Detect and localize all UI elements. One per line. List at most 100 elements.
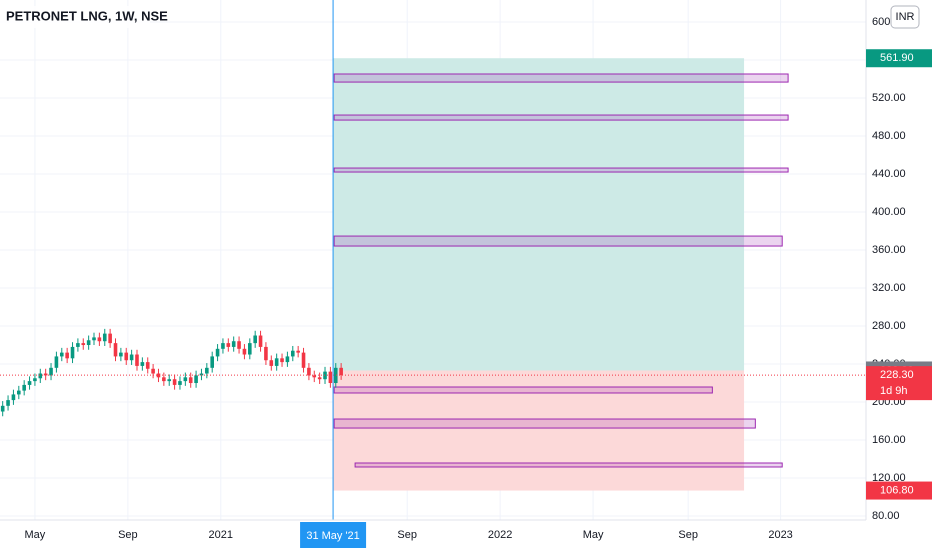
- candle-body: [317, 377, 322, 380]
- candle-body: [237, 341, 241, 349]
- candle-body: [27, 381, 32, 385]
- zone: [333, 73, 789, 83]
- candle-body: [258, 335, 263, 347]
- candle-body: [54, 356, 59, 368]
- candle-body: [307, 367, 311, 376]
- candle-body: [242, 348, 247, 355]
- zone: [333, 167, 789, 173]
- candle-body: [81, 343, 86, 346]
- candle-body: [285, 356, 290, 363]
- zone: [333, 235, 783, 247]
- chart-title: PETRONET LNG, 1W, NSE: [6, 8, 168, 23]
- candle-body: [248, 343, 252, 355]
- zone: [354, 462, 783, 468]
- candle-body: [151, 368, 155, 374]
- x-tick-label: Sep: [118, 529, 138, 541]
- profit-zone: [333, 58, 745, 371]
- y-tick-label: 440.00: [872, 168, 906, 180]
- title-bg: [0, 6, 150, 28]
- candle-body: [323, 371, 327, 380]
- candle-body: [76, 343, 80, 347]
- candle-body: [140, 362, 145, 366]
- candle-body: [264, 346, 268, 361]
- x-tick-label: 2023: [768, 529, 792, 541]
- candle-body: [33, 378, 37, 382]
- candle-body: [124, 352, 129, 361]
- candle-body: [59, 352, 64, 357]
- x-tick-label: 2022: [488, 529, 512, 541]
- y-tick-label: 120.00: [872, 472, 906, 484]
- candle-body: [22, 384, 26, 391]
- candle-body: [253, 335, 257, 344]
- y-tick-label: 320.00: [872, 282, 906, 294]
- price-label-bg: [866, 49, 932, 68]
- zone: [333, 418, 756, 429]
- candle-body: [221, 343, 225, 349]
- candle-body: [145, 362, 150, 369]
- crosshair-label-bg: [300, 522, 367, 548]
- axes: 80.00120.00160.00200.00240.00280.00320.0…: [25, 16, 932, 548]
- candle-body: [178, 381, 182, 385]
- candle-body: [296, 350, 300, 353]
- candle-body: [210, 356, 215, 368]
- candle-body: [17, 390, 21, 395]
- candle-body: [92, 337, 96, 341]
- candle-body: [301, 352, 306, 368]
- candle-body: [129, 354, 134, 361]
- candle-body: [333, 367, 338, 384]
- candle-body: [274, 358, 279, 366]
- candle-body: [290, 350, 295, 357]
- price-label: 561.90: [880, 52, 914, 64]
- x-tick-label: Sep: [678, 529, 698, 541]
- candle-body: [156, 373, 161, 378]
- candle-body: [65, 352, 69, 359]
- currency-button[interactable]: [890, 5, 920, 29]
- x-tick-label: May: [583, 529, 604, 541]
- candle-body: [0, 405, 5, 412]
- candle-body: [215, 348, 220, 357]
- candle-body: [6, 400, 10, 406]
- plot-area: [0, 0, 866, 520]
- x-tick-label: 2021: [209, 529, 233, 541]
- loss-zone: [333, 370, 745, 491]
- y-tick-label: 360.00: [872, 244, 906, 256]
- candle-body: [70, 346, 75, 359]
- candle-body: [280, 358, 284, 363]
- candle-body: [49, 367, 53, 376]
- y-tick-label: 520.00: [872, 92, 906, 104]
- price-label: 106.80: [880, 484, 914, 496]
- candle-body: [108, 333, 112, 344]
- candle-body: [226, 343, 231, 347]
- candle-body: [167, 379, 172, 382]
- y-tick-label: 160.00: [872, 434, 906, 446]
- price-label-bg: [866, 366, 932, 401]
- y-tick-label: 80.00: [872, 510, 900, 522]
- candle-body: [86, 340, 91, 346]
- candle-body: [339, 367, 343, 376]
- price-label: 228.30: [880, 369, 914, 381]
- candle-body: [162, 377, 166, 382]
- candle-body: [205, 367, 209, 374]
- candle-body: [113, 343, 118, 357]
- candle-body: [97, 337, 102, 342]
- candle-body: [38, 373, 43, 379]
- price-sublabel: 1d 9h: [880, 385, 908, 397]
- x-tick-label: Sep: [397, 529, 417, 541]
- y-tick-label: 400.00: [872, 206, 906, 218]
- zone: [333, 114, 789, 121]
- candle-body: [43, 373, 48, 376]
- x-tick-label: May: [25, 529, 46, 541]
- candle-body: [102, 333, 107, 342]
- zone: [333, 386, 713, 394]
- candle-body: [119, 352, 123, 357]
- price-label-bg: [866, 481, 932, 500]
- candle-body: [328, 371, 333, 384]
- currency-label[interactable]: INR: [896, 11, 915, 23]
- candle-body: [199, 373, 204, 376]
- y-tick-label: 480.00: [872, 130, 906, 142]
- candle-body: [172, 379, 177, 385]
- candle-body: [183, 377, 188, 382]
- candle-body: [194, 375, 198, 384]
- candle-body: [312, 375, 317, 378]
